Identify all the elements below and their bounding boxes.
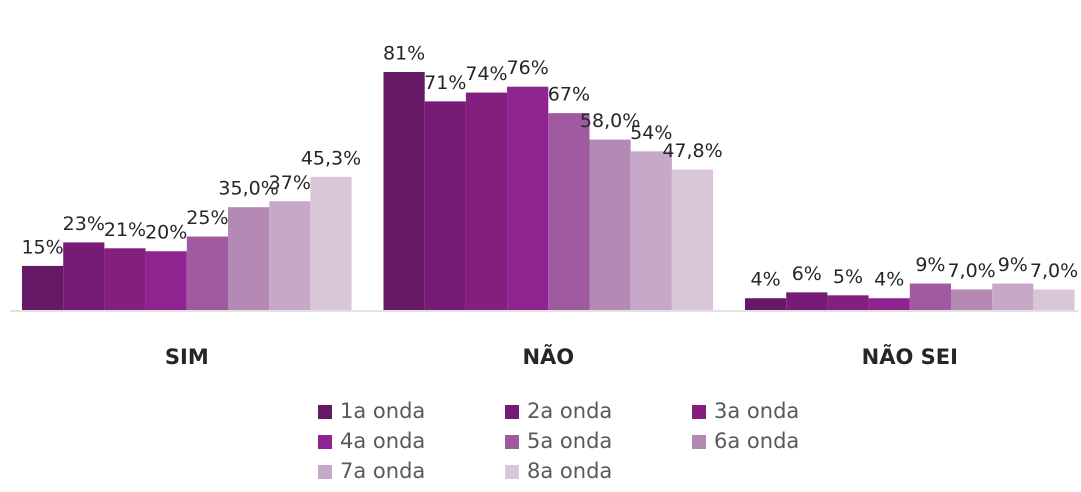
data-label: 7,0% <box>947 260 995 282</box>
category-label: NÃO <box>522 344 574 369</box>
bar <box>269 201 311 310</box>
bar <box>786 292 828 310</box>
data-label: 21% <box>104 219 146 241</box>
data-label: 74% <box>465 63 507 85</box>
bar <box>827 295 869 310</box>
bar <box>310 176 352 310</box>
bar <box>992 283 1034 310</box>
bar <box>909 283 951 310</box>
legend-swatch <box>505 465 519 479</box>
legend-label: 7a onda <box>340 459 425 483</box>
bar <box>63 242 105 310</box>
legend-swatch <box>505 405 519 419</box>
bar <box>104 248 146 310</box>
bar <box>228 207 270 310</box>
data-label: 35,0% <box>218 178 278 200</box>
bar <box>465 92 508 310</box>
bar <box>868 298 910 310</box>
legend-label: 6a onda <box>714 429 799 453</box>
data-label: 23% <box>63 213 105 235</box>
data-label: 4% <box>751 269 781 291</box>
bar <box>1033 289 1075 310</box>
legend-label: 4a onda <box>340 429 425 453</box>
data-label: 7,0% <box>1030 260 1078 282</box>
data-label: 58,0% <box>580 110 640 132</box>
bar <box>548 113 590 310</box>
legend-label: 8a onda <box>527 459 612 483</box>
legend-swatch <box>318 465 332 479</box>
data-label: 20% <box>145 222 187 244</box>
legend-swatch <box>692 435 706 449</box>
data-label: 45,3% <box>301 147 361 169</box>
bar <box>383 72 425 310</box>
data-label: 4% <box>874 269 904 291</box>
legend-swatch <box>692 405 706 419</box>
legend-label: 3a onda <box>714 399 799 423</box>
legend-label: 5a onda <box>527 429 612 453</box>
bar <box>145 251 187 310</box>
bar <box>745 298 787 310</box>
bar <box>671 169 714 310</box>
category-label: SIM <box>165 345 209 369</box>
bar <box>424 101 466 310</box>
legend-swatch <box>318 435 332 449</box>
legend-swatch <box>505 435 519 449</box>
bar <box>589 139 631 310</box>
data-label: 37% <box>269 172 311 194</box>
data-label: 9% <box>998 254 1028 276</box>
data-label: 54% <box>630 122 672 144</box>
bar <box>951 289 993 310</box>
bar <box>186 236 228 310</box>
data-label: 9% <box>915 254 945 276</box>
bar <box>507 86 549 310</box>
data-label: 47,8% <box>662 140 722 162</box>
data-label: 5% <box>833 266 863 288</box>
legend-label: 2a onda <box>527 399 612 423</box>
data-label: 6% <box>792 263 822 285</box>
bar <box>22 265 64 310</box>
data-label: 15% <box>21 236 63 258</box>
legend-swatch <box>318 405 332 419</box>
data-label: 25% <box>186 207 228 229</box>
bar <box>630 151 672 310</box>
data-label: 76% <box>507 57 549 79</box>
data-label: 67% <box>548 84 590 106</box>
data-label: 81% <box>383 43 425 65</box>
data-label: 71% <box>424 72 466 94</box>
legend-label: 1a onda <box>340 399 425 423</box>
category-label: NÃO SEI <box>862 344 958 369</box>
